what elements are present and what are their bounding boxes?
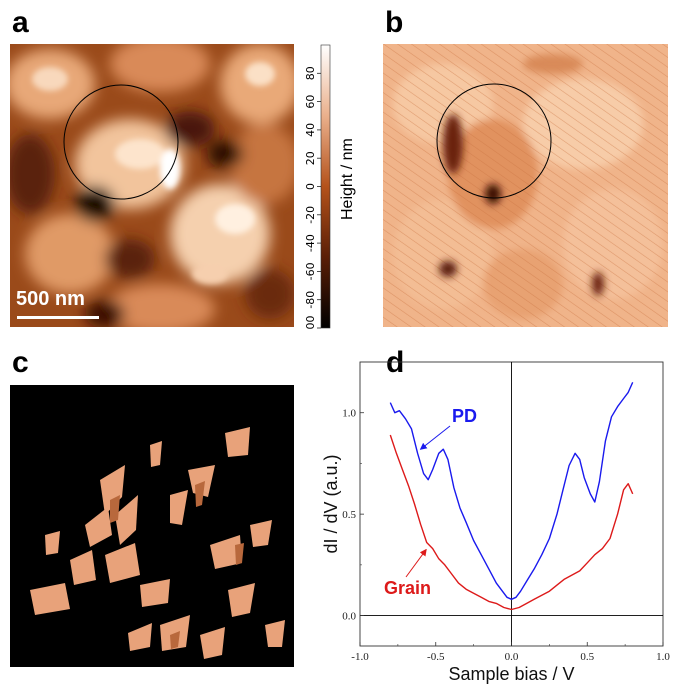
colorbar-tick-label: 40 xyxy=(304,123,317,137)
annotation-arrow-grain xyxy=(405,548,427,578)
series-line-pd xyxy=(389,382,634,600)
colorbar-tick-label: 80 xyxy=(304,66,317,80)
colorbar-tick-label: 20 xyxy=(304,151,317,165)
y-tick-label: 1.0 xyxy=(342,408,356,420)
colorbar-tick-label: -60 xyxy=(304,262,317,280)
x-tick-label: -1.0 xyxy=(351,651,369,663)
series-line-grain xyxy=(389,434,634,611)
panel-letter-d: d xyxy=(386,346,405,379)
colorbar-tick-label: -80 xyxy=(304,291,317,309)
y-axis-label: dI / dV (a.u.) xyxy=(321,454,341,553)
colorbar-tick-label: -20 xyxy=(304,206,317,224)
panel-letter-c: c xyxy=(12,346,29,379)
afm-threshold-map xyxy=(10,385,294,667)
panel-letter-b: b xyxy=(385,6,404,39)
panel-letter-a: a xyxy=(12,6,29,39)
didv-spectra-chart: -1.0 -0.5 0.0 0.5 1.0 0.0 0.5 1.0 Sample bias / … xyxy=(320,350,675,685)
afm-amplitude-image xyxy=(383,44,668,327)
y-tick-label: 0.0 xyxy=(342,611,356,623)
scale-bar-label: 500 nm xyxy=(16,288,85,310)
annotation-arrow-pd xyxy=(419,425,451,450)
afm-height-image: 500 nm xyxy=(10,44,294,327)
x-tick-label: 0.0 xyxy=(505,651,519,663)
colorbar-tick-label: -40 xyxy=(304,234,317,252)
height-colorbar: 80 60 40 20 0 -20 -40 -60 -80 -100 Height / nm xyxy=(297,44,367,340)
x-tick-label: -0.5 xyxy=(427,651,445,663)
x-axis-label: Sample bias / V xyxy=(448,664,574,684)
colorbar-tick-label: -100 xyxy=(304,316,317,329)
colorbar-tick-label: 60 xyxy=(304,95,317,109)
colorbar-tick-label: 0 xyxy=(304,183,317,190)
annotation-label-grain: Grain xyxy=(384,578,431,598)
annotation-label-pd: PD xyxy=(452,406,477,426)
y-tick-label: 0.5 xyxy=(342,509,356,521)
x-tick-label: 1.0 xyxy=(656,651,670,663)
x-tick-label: 0.5 xyxy=(580,651,594,663)
colorbar-label: Height / nm xyxy=(339,138,356,220)
